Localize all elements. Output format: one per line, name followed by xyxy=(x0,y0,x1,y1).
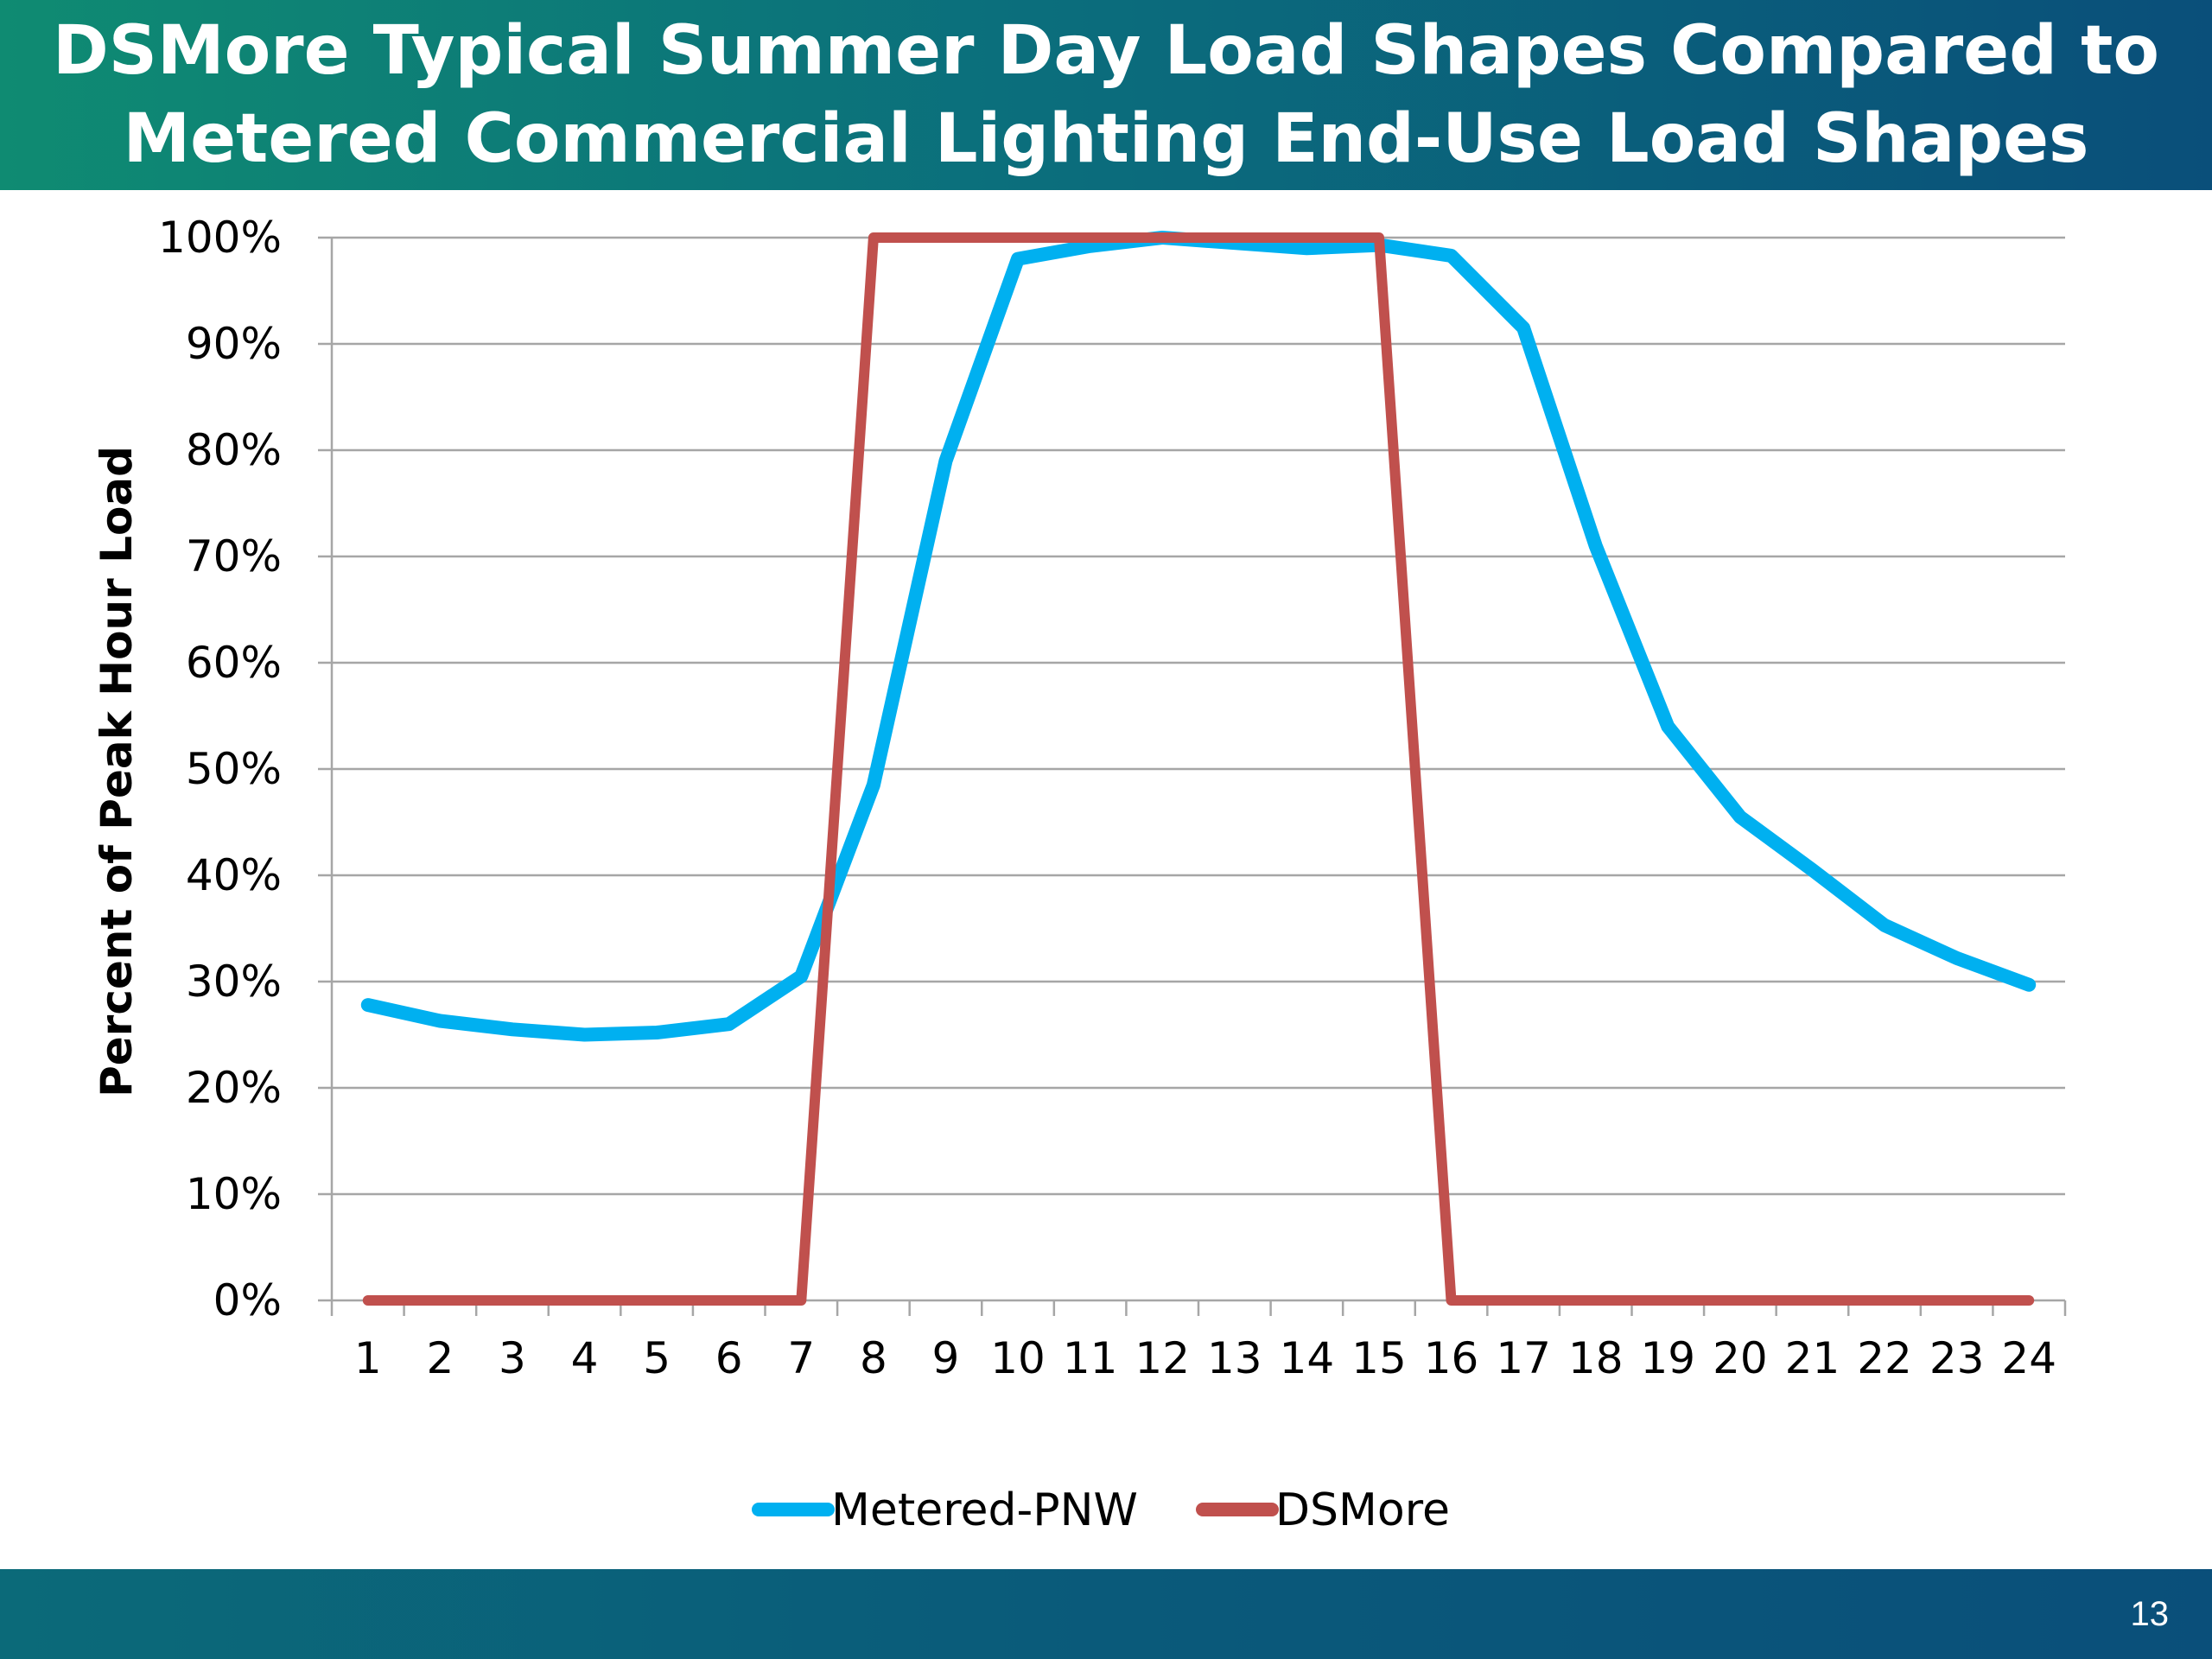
x-tick-label: 16 xyxy=(1424,1333,1479,1383)
x-tick-label: 19 xyxy=(1640,1333,1695,1383)
x-tick-label: 3 xyxy=(499,1333,526,1383)
x-tick-label: 10 xyxy=(990,1333,1046,1383)
series-lines xyxy=(360,231,2037,1306)
x-tick-label: 4 xyxy=(571,1333,599,1383)
y-tick-label: 30% xyxy=(186,957,282,1007)
legend-label: DSMore xyxy=(1275,1484,1450,1536)
x-tick-label: 15 xyxy=(1351,1333,1407,1383)
footer-bar: 13 xyxy=(0,1569,2212,1659)
title-line-1: DSMore Typical Summer Day Load Shapes Co… xyxy=(53,12,2159,90)
x-tick-label: 6 xyxy=(715,1333,743,1383)
y-axis-label: Percent of Peak Hour Load xyxy=(92,446,142,1097)
slide-title: DSMore Typical Summer Day Load Shapes Co… xyxy=(0,0,2212,190)
x-tick-label: 12 xyxy=(1135,1333,1190,1383)
title-line-2: Metered Commercial Lighting End-Use Load… xyxy=(123,100,2089,178)
x-tick-label: 13 xyxy=(1207,1333,1262,1383)
x-tick-label: 11 xyxy=(1063,1333,1118,1383)
gridlines xyxy=(318,236,2065,1302)
x-tick-label: 17 xyxy=(1496,1333,1551,1383)
series-line-metered-pnw xyxy=(360,231,2037,1042)
legend: Metered-PNW DSMore xyxy=(752,1484,1450,1536)
y-tick-label: 80% xyxy=(186,425,282,475)
x-tick-label: 23 xyxy=(1929,1333,1985,1383)
x-tick-label: 9 xyxy=(932,1333,960,1383)
y-tick-label: 40% xyxy=(186,850,282,900)
x-tick-label: 5 xyxy=(643,1333,671,1383)
x-tick-label: 7 xyxy=(787,1333,815,1383)
y-tick-label: 70% xyxy=(186,531,282,582)
x-tick-label: 1 xyxy=(354,1333,382,1383)
y-tick-label: 20% xyxy=(186,1063,282,1113)
x-tick-label: 21 xyxy=(1785,1333,1840,1383)
x-tick-label: 24 xyxy=(2001,1333,2056,1383)
legend-label: Metered-PNW xyxy=(831,1484,1138,1536)
page-number: 13 xyxy=(2130,1595,2170,1633)
y-tick-label: 10% xyxy=(186,1169,282,1219)
x-tick-label: 8 xyxy=(860,1333,887,1383)
series-line-dsmore xyxy=(362,232,2035,1306)
x-tick-label: 18 xyxy=(1568,1333,1624,1383)
y-tick-label: 100% xyxy=(158,213,282,263)
x-tick-label: 2 xyxy=(426,1333,454,1383)
y-tick-label: 0% xyxy=(213,1275,282,1325)
load-shape-line-chart: 0%10%20%30%40%50%60%70%80%90%100%1 2 3 4 5 6 7… xyxy=(92,213,2067,1536)
x-tick-label: 20 xyxy=(1713,1333,1768,1383)
y-tick-label: 50% xyxy=(186,744,282,794)
y-tick-label: 60% xyxy=(186,638,282,688)
axes: 0%10%20%30%40%50%60%70%80%90%100%1 2 3 4 5 6 7… xyxy=(158,213,2067,1383)
x-tick-label: 14 xyxy=(1280,1333,1335,1383)
x-tick-label: 22 xyxy=(1857,1333,1912,1383)
y-tick-label: 90% xyxy=(186,319,282,369)
